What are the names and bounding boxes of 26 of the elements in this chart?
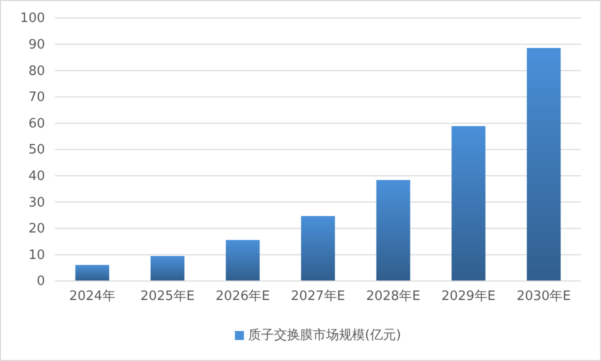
- bar: [301, 216, 335, 281]
- bar: [376, 180, 410, 281]
- x-tick-label: 2026年E: [216, 289, 270, 304]
- legend-label: 质子交换膜市场规模(亿元): [248, 327, 402, 343]
- y-tick-label: 40: [28, 168, 45, 184]
- y-tick-label: 10: [28, 248, 45, 263]
- bar: [452, 126, 486, 281]
- x-tick-label: 2030年E: [516, 289, 571, 304]
- y-tick-label: 0: [36, 274, 45, 290]
- x-tick-label: 2024年: [69, 289, 116, 304]
- y-tick-label: 80: [28, 64, 45, 79]
- y-tick-label: 20: [28, 222, 45, 237]
- bar: [75, 264, 110, 281]
- y-tick-label: 60: [28, 116, 45, 132]
- y-tick-label: 30: [28, 195, 45, 210]
- bar: [526, 48, 561, 281]
- x-tick-label: 2028年E: [366, 289, 420, 304]
- y-tick-label: 70: [28, 90, 45, 106]
- bar: [226, 240, 260, 281]
- y-tick-label: 100: [20, 11, 45, 26]
- x-tick-label: 2029年E: [441, 289, 496, 304]
- x-tick-label: 2027年E: [290, 289, 346, 304]
- y-tick-label: 90: [28, 37, 45, 52]
- bar: [150, 256, 184, 281]
- y-tick-label: 50: [28, 142, 45, 158]
- x-tick-label: 2025年E: [140, 289, 195, 304]
